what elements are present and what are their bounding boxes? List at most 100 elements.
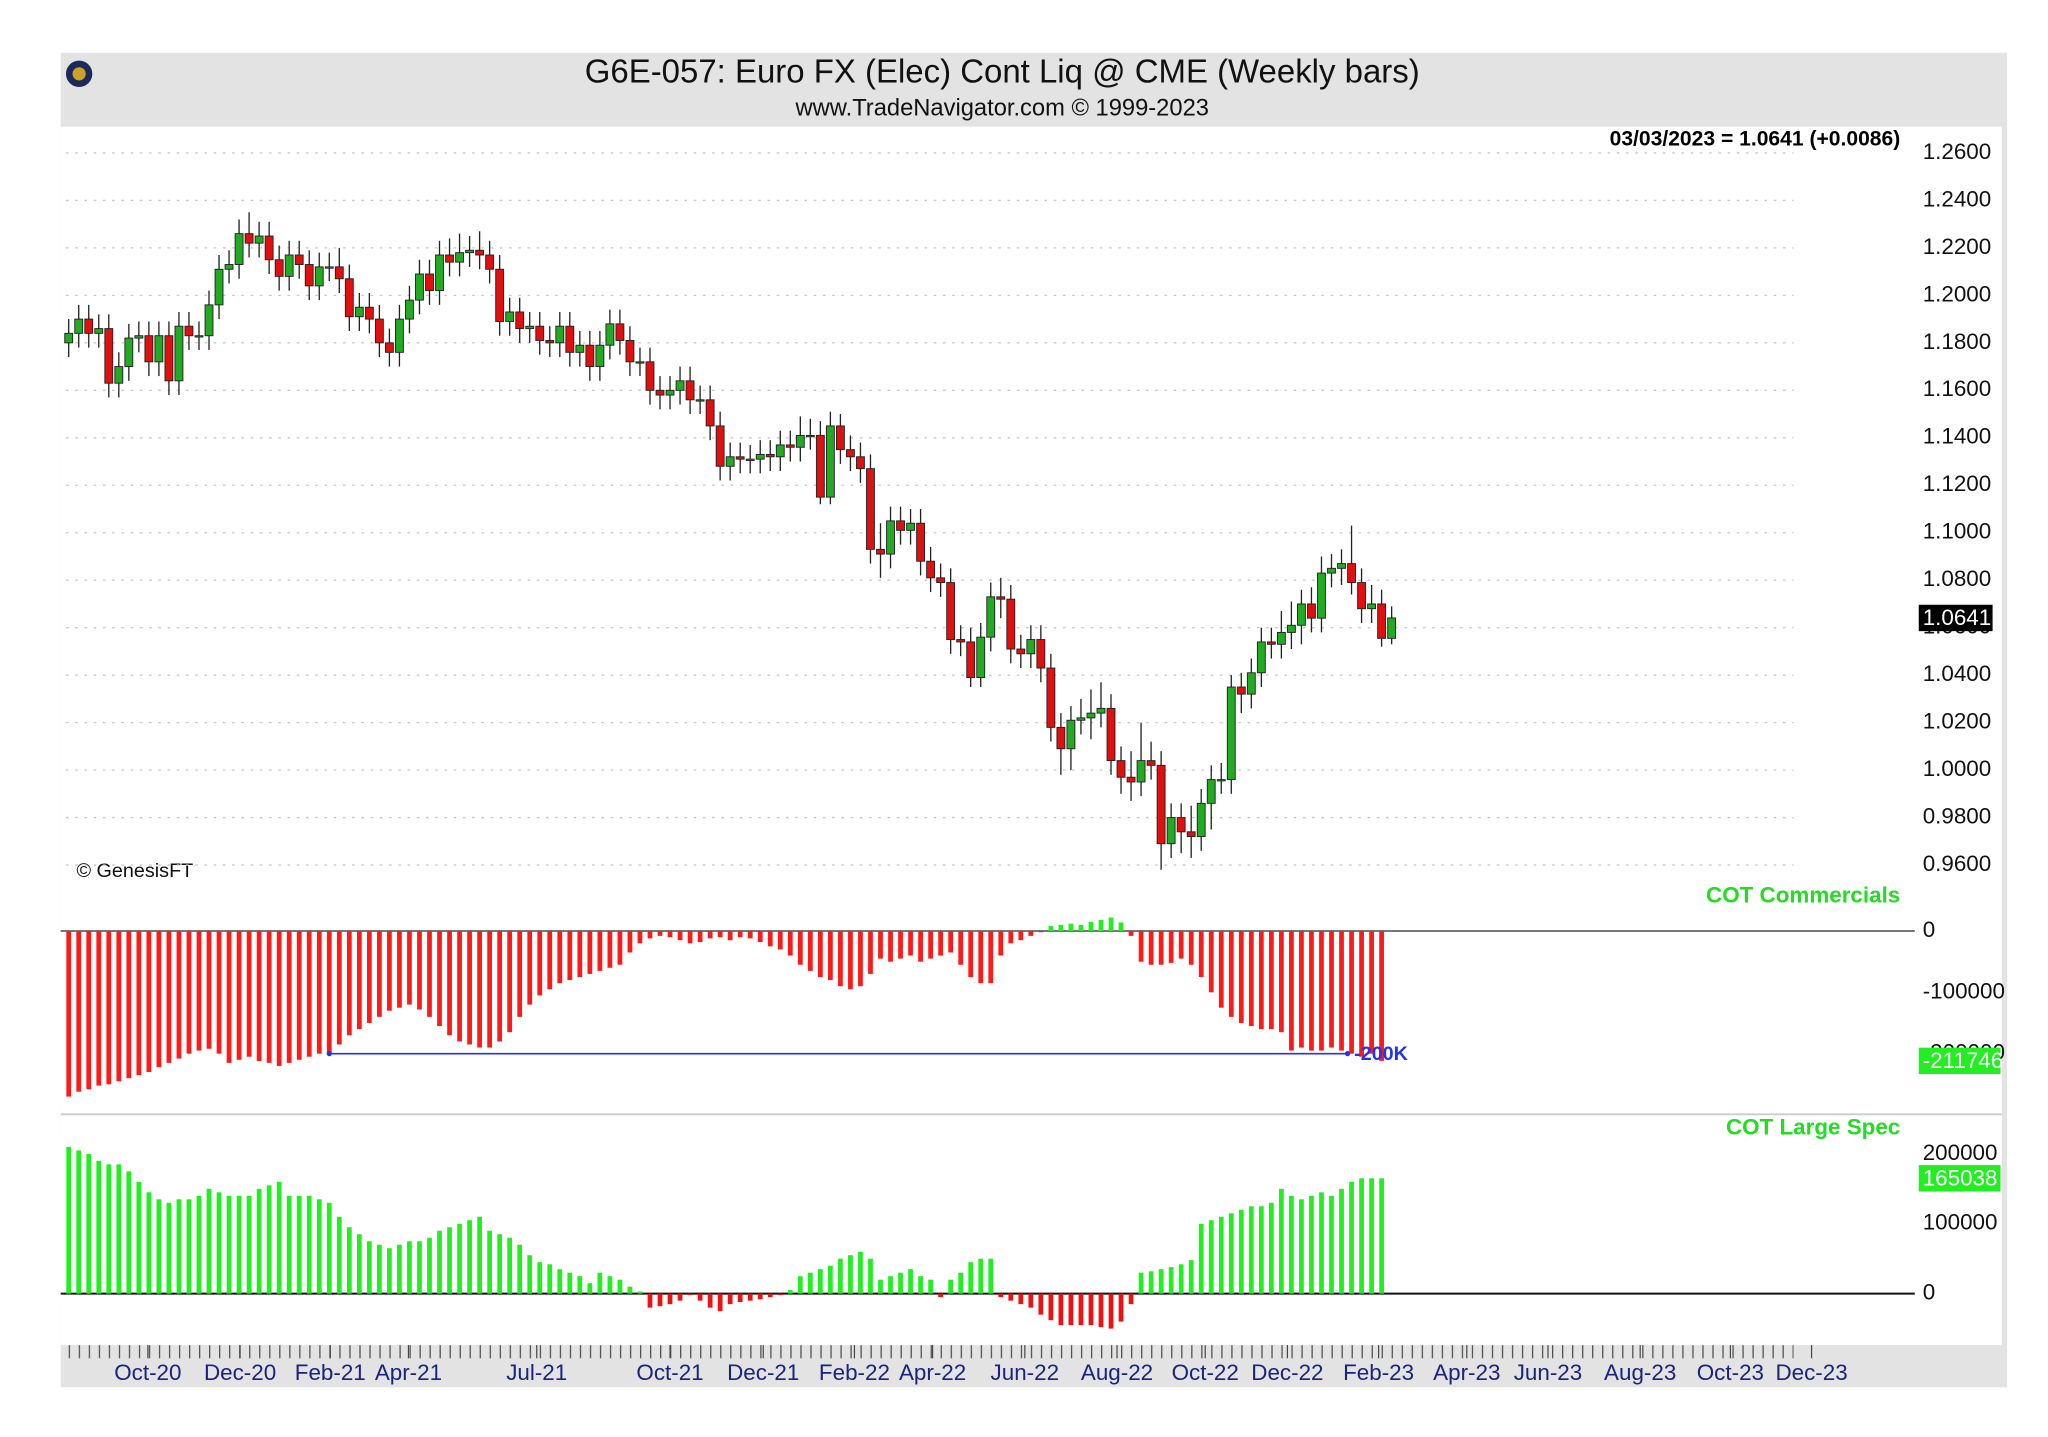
y-tick-label: 100000 [1923,1210,1998,1235]
y-tick-label: 1.0800 [1923,566,1992,591]
bar [106,1164,112,1294]
candle-body [405,299,414,320]
bar [777,931,783,950]
bar [878,1279,883,1294]
y-tick-label: 0.9600 [1923,851,1992,876]
bar [1028,931,1034,936]
candle-body [996,596,1006,600]
bar [66,1146,72,1294]
x-tick-label: Jun-23 [1514,1360,1583,1385]
candle-body [916,522,926,562]
candle-body [1166,817,1176,845]
bar [427,1237,432,1294]
candle-body [1236,686,1246,695]
bar [848,931,853,990]
bar [557,931,563,984]
bar [326,931,332,1053]
last-value-label: 165038 [1923,1166,1998,1191]
bar [1248,931,1254,1027]
bar [437,931,442,1027]
x-tick-label: Feb-23 [1343,1360,1414,1385]
bar [126,931,132,1079]
bar [1068,923,1074,932]
candle-body [745,458,755,461]
bar [447,1227,452,1294]
bar [1038,1293,1044,1315]
bar [888,1276,893,1294]
bar [397,931,402,1008]
bar [1228,1213,1234,1294]
bar [737,1293,743,1303]
candle-body [1367,603,1377,610]
candle-body [685,380,695,401]
x-tick-label: Dec-22 [1251,1360,1323,1385]
x-tick-label: Jun-22 [991,1360,1060,1385]
bar [507,1237,513,1294]
candle-body [324,266,334,269]
bar [1158,931,1164,965]
bar [647,1293,653,1308]
bar [1359,931,1364,1057]
x-tick-label: Apr-22 [899,1360,966,1385]
candle-body [415,273,424,301]
y-tick-label: 200000 [1923,1140,1998,1165]
bar [296,931,302,1060]
candle-body [455,252,464,263]
candle-body [1246,672,1256,695]
bar [1098,919,1104,932]
bar [928,1279,933,1294]
bar [106,931,112,1085]
bar [216,1192,222,1294]
bar [1078,1293,1084,1326]
bar [858,1251,863,1294]
candle-body [425,273,434,292]
candle-body [1116,760,1126,778]
bar [1238,931,1244,1023]
panel-title: COT Large Spec [1726,1115,1900,1140]
bar [477,931,482,1048]
bar [1268,931,1274,1030]
bar [627,1286,633,1294]
bar [316,931,322,1054]
bar [146,931,152,1073]
bar [96,931,102,1086]
bar [1058,924,1064,932]
candle-body [274,259,284,277]
bar [387,1248,392,1294]
candle-body [1266,641,1276,645]
bar [767,931,773,947]
bar [868,931,873,974]
candle-body [495,268,505,322]
candle-body [725,456,735,467]
bar [617,1279,623,1294]
bar [447,931,452,1036]
y-tick-label: 0 [1923,1280,1935,1305]
y-tick-label: 1.2400 [1923,186,1992,211]
bar [266,1185,272,1294]
bar [1158,1269,1164,1294]
candle-body [936,577,946,584]
candle-body [545,340,555,344]
bar [627,931,633,953]
candle-body [1126,776,1136,783]
candle-body [445,254,454,263]
bar [457,1223,462,1294]
candle-body [154,335,164,363]
bar [366,1241,372,1294]
bar [1138,1272,1144,1294]
bar [1309,931,1314,1051]
candle-body [815,434,825,498]
bar [136,931,142,1076]
bar [1268,1202,1274,1294]
bar [1329,931,1334,1048]
bar [397,1244,402,1294]
candle-body [1176,817,1186,833]
bar [988,931,994,984]
bar [1148,931,1154,965]
bar [266,931,272,1063]
y-tick-label: 1.2000 [1923,281,1992,306]
bar [1248,1206,1254,1294]
bar [527,931,533,1005]
y-tick-label: 1.1600 [1923,376,1992,401]
candle-body [1156,764,1166,845]
